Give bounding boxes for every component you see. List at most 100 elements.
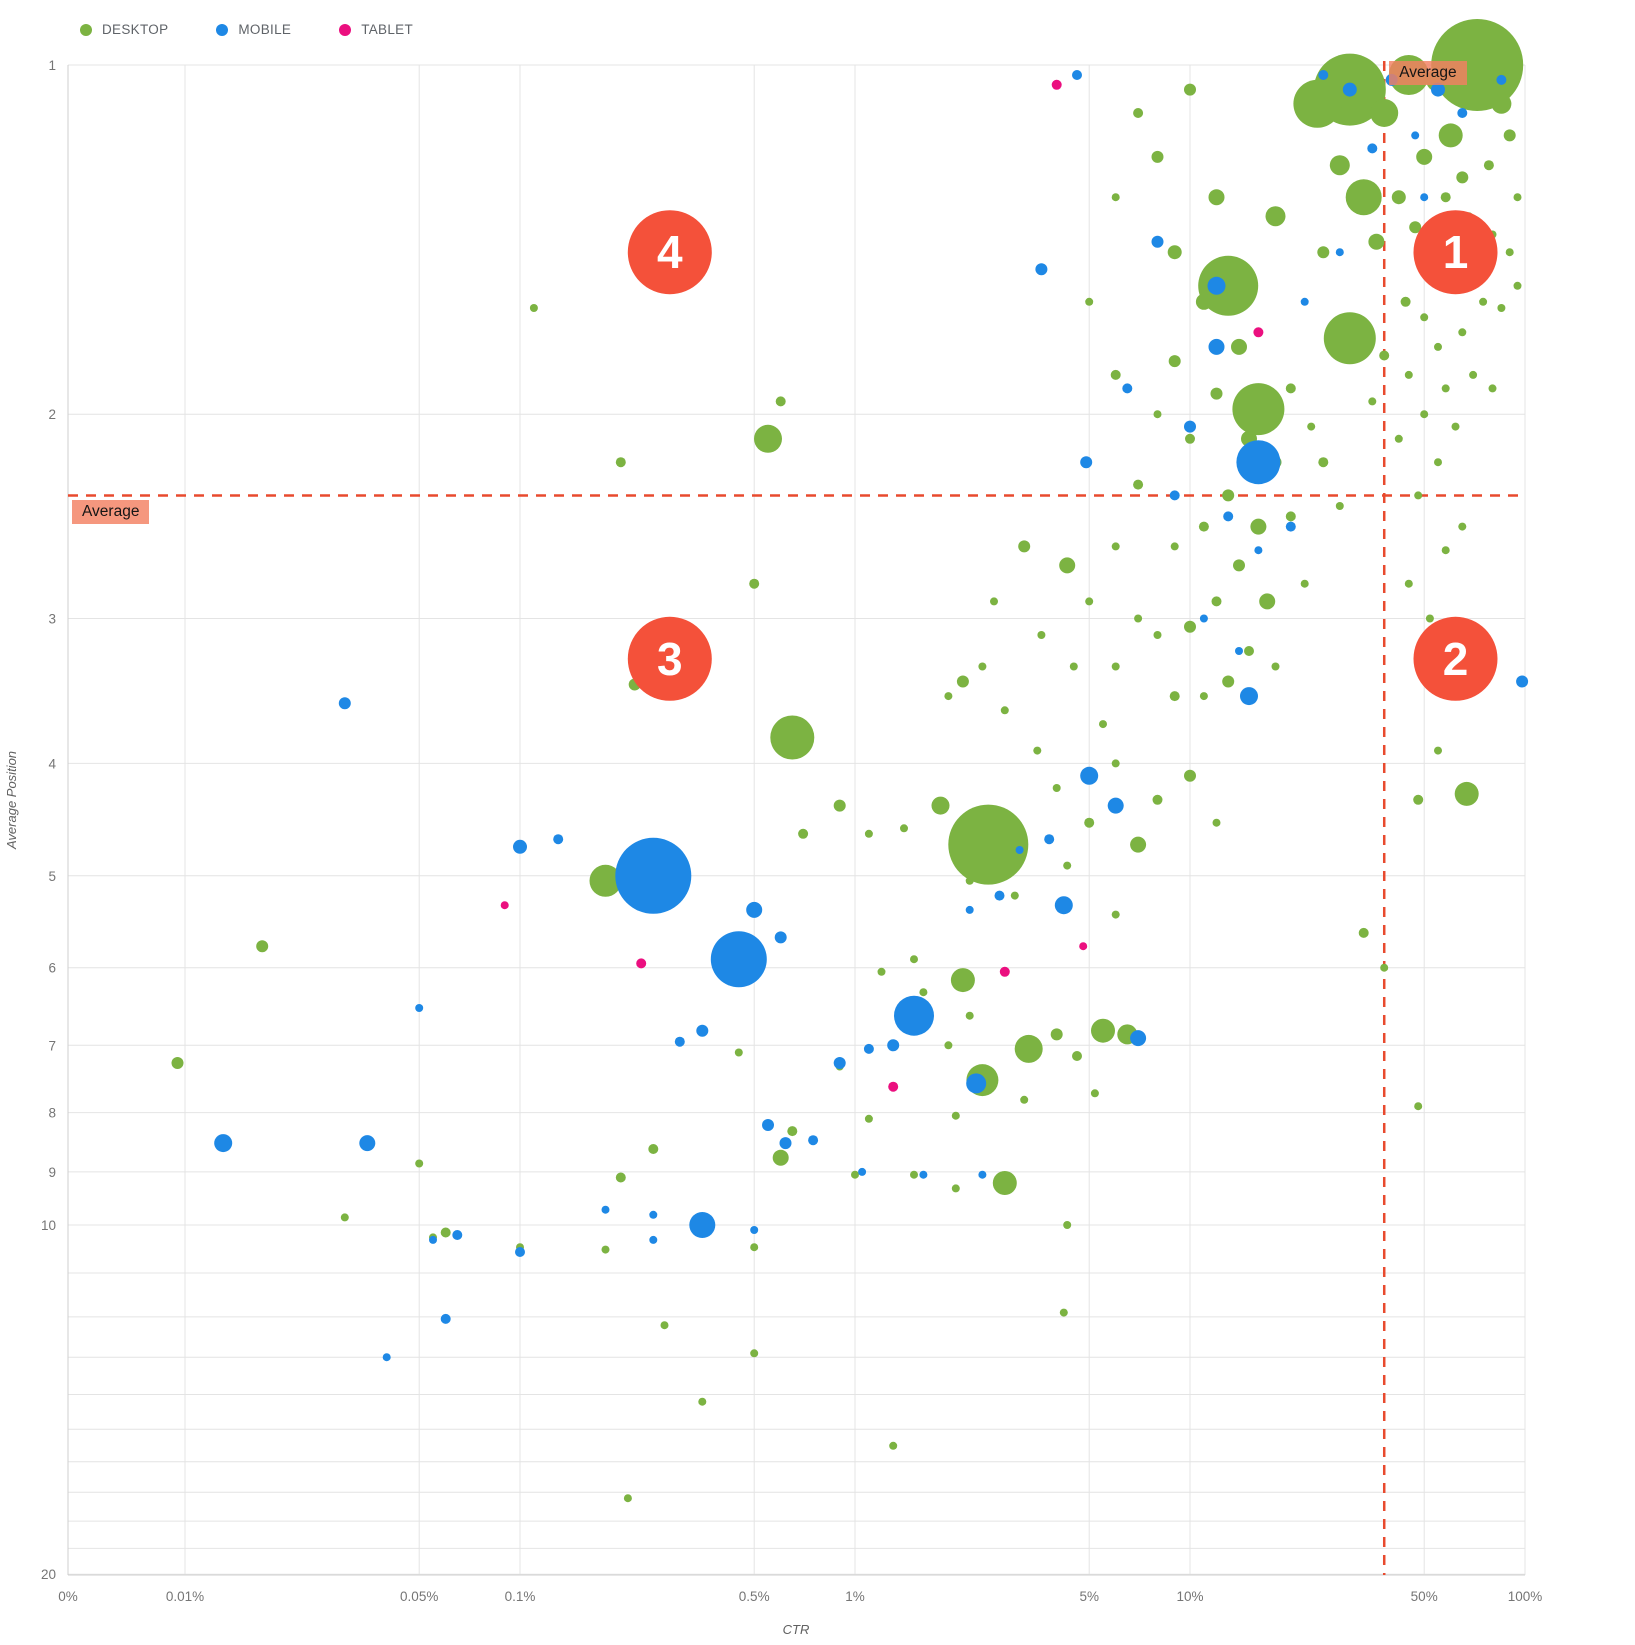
- tablet-bubble[interactable]: [1253, 327, 1264, 338]
- mobile-bubble[interactable]: [1208, 338, 1225, 355]
- desktop-bubble[interactable]: [931, 796, 950, 815]
- tablet-bubble[interactable]: [888, 1081, 899, 1092]
- mobile-bubble[interactable]: [1015, 846, 1024, 854]
- desktop-bubble[interactable]: [1394, 434, 1403, 443]
- desktop-bubble[interactable]: [1409, 221, 1422, 234]
- desktop-bubble[interactable]: [1111, 662, 1120, 671]
- desktop-bubble[interactable]: [1329, 155, 1350, 176]
- desktop-bubble[interactable]: [1133, 479, 1144, 490]
- desktop-bubble[interactable]: [1368, 233, 1385, 250]
- desktop-bubble[interactable]: [1153, 410, 1162, 419]
- desktop-bubble[interactable]: [877, 967, 886, 976]
- mobile-bubble[interactable]: [1420, 193, 1429, 202]
- mobile-bubble[interactable]: [1130, 1030, 1147, 1047]
- desktop-bubble[interactable]: [1185, 433, 1195, 444]
- mobile-bubble[interactable]: [1235, 647, 1243, 655]
- desktop-bubble[interactable]: [951, 1111, 960, 1120]
- mobile-bubble[interactable]: [1411, 131, 1420, 140]
- desktop-bubble[interactable]: [415, 1159, 424, 1168]
- desktop-bubble[interactable]: [1345, 179, 1382, 216]
- desktop-bubble[interactable]: [965, 1011, 974, 1020]
- mobile-bubble[interactable]: [919, 1170, 928, 1179]
- desktop-bubble[interactable]: [1391, 190, 1406, 205]
- desktop-bubble[interactable]: [978, 662, 987, 671]
- desktop-bubble[interactable]: [1271, 662, 1280, 671]
- desktop-bubble[interactable]: [1069, 662, 1078, 671]
- mobile-bubble[interactable]: [649, 1210, 658, 1219]
- desktop-bubble[interactable]: [1404, 370, 1413, 379]
- desktop-bubble[interactable]: [1184, 769, 1196, 782]
- desktop-bubble[interactable]: [1134, 614, 1143, 623]
- mobile-bubble[interactable]: [1236, 440, 1281, 485]
- desktop-bubble[interactable]: [1414, 491, 1423, 500]
- desktop-bubble[interactable]: [1358, 927, 1369, 938]
- desktop-bubble[interactable]: [1010, 891, 1019, 900]
- mobile-bubble[interactable]: [858, 1167, 867, 1176]
- desktop-bubble[interactable]: [1085, 597, 1094, 606]
- mobile-bubble[interactable]: [338, 697, 351, 710]
- mobile-bubble[interactable]: [894, 995, 934, 1036]
- tablet-bubble[interactable]: [1051, 79, 1062, 90]
- desktop-bubble[interactable]: [529, 304, 538, 312]
- mobile-bubble[interactable]: [674, 1036, 685, 1047]
- mobile-bubble[interactable]: [750, 1226, 759, 1234]
- desktop-bubble[interactable]: [1416, 148, 1433, 165]
- desktop-bubble[interactable]: [1250, 518, 1267, 535]
- desktop-bubble[interactable]: [1505, 248, 1514, 257]
- desktop-bubble[interactable]: [1091, 1018, 1115, 1043]
- mobile-bubble[interactable]: [762, 1119, 774, 1131]
- desktop-bubble[interactable]: [1368, 397, 1377, 406]
- desktop-bubble[interactable]: [1379, 350, 1390, 361]
- desktop-bubble[interactable]: [1440, 192, 1451, 203]
- desktop-bubble[interactable]: [648, 1144, 659, 1154]
- desktop-bubble[interactable]: [1434, 746, 1442, 755]
- mobile-bubble[interactable]: [965, 905, 974, 914]
- mobile-bubble[interactable]: [601, 1205, 610, 1214]
- desktop-bubble[interactable]: [864, 829, 873, 838]
- desktop-bubble[interactable]: [948, 804, 1029, 885]
- desktop-bubble[interactable]: [1491, 93, 1512, 114]
- desktop-bubble[interactable]: [754, 424, 782, 453]
- mobile-bubble[interactable]: [1035, 263, 1048, 276]
- mobile-bubble[interactable]: [1199, 614, 1208, 623]
- mobile-bubble[interactable]: [1080, 766, 1099, 785]
- desktop-bubble[interactable]: [1170, 542, 1179, 551]
- desktop-bubble[interactable]: [750, 1349, 759, 1358]
- desktop-bubble[interactable]: [1111, 910, 1120, 919]
- mobile-bubble[interactable]: [1496, 74, 1507, 85]
- desktop-bubble[interactable]: [615, 457, 626, 468]
- desktop-bubble[interactable]: [1152, 794, 1163, 805]
- desktop-bubble[interactable]: [851, 1170, 859, 1179]
- desktop-bubble[interactable]: [1434, 458, 1442, 467]
- desktop-bubble[interactable]: [1020, 1095, 1029, 1104]
- desktop-bubble[interactable]: [1265, 206, 1286, 227]
- desktop-bubble[interactable]: [833, 799, 846, 812]
- desktop-bubble[interactable]: [1059, 1308, 1068, 1317]
- mobile-bubble[interactable]: [710, 931, 767, 988]
- desktop-bubble[interactable]: [944, 692, 953, 701]
- desktop-bubble[interactable]: [910, 955, 918, 964]
- desktop-bubble[interactable]: [1503, 129, 1516, 142]
- desktop-bubble[interactable]: [256, 940, 269, 953]
- desktop-bubble[interactable]: [734, 1048, 743, 1057]
- desktop-bubble[interactable]: [1211, 596, 1222, 607]
- desktop-bubble[interactable]: [1111, 542, 1120, 551]
- desktop-bubble[interactable]: [1231, 338, 1247, 355]
- desktop-bubble[interactable]: [900, 824, 908, 833]
- mobile-bubble[interactable]: [689, 1212, 716, 1238]
- desktop-bubble[interactable]: [1111, 759, 1120, 768]
- tablet-bubble[interactable]: [500, 901, 509, 910]
- desktop-bubble[interactable]: [1380, 963, 1389, 972]
- desktop-bubble[interactable]: [1099, 720, 1107, 729]
- desktop-bubble[interactable]: [1420, 313, 1429, 322]
- desktop-bubble[interactable]: [1370, 99, 1399, 127]
- desktop-bubble[interactable]: [1413, 794, 1424, 805]
- desktop-bubble[interactable]: [171, 1057, 184, 1069]
- mobile-bubble[interactable]: [1072, 70, 1082, 80]
- desktop-bubble[interactable]: [1317, 246, 1330, 259]
- desktop-bubble[interactable]: [944, 1041, 953, 1050]
- mobile-bubble[interactable]: [1223, 511, 1234, 522]
- desktop-bubble[interactable]: [1425, 614, 1434, 623]
- desktop-bubble[interactable]: [1404, 579, 1413, 588]
- desktop-bubble[interactable]: [1300, 579, 1309, 588]
